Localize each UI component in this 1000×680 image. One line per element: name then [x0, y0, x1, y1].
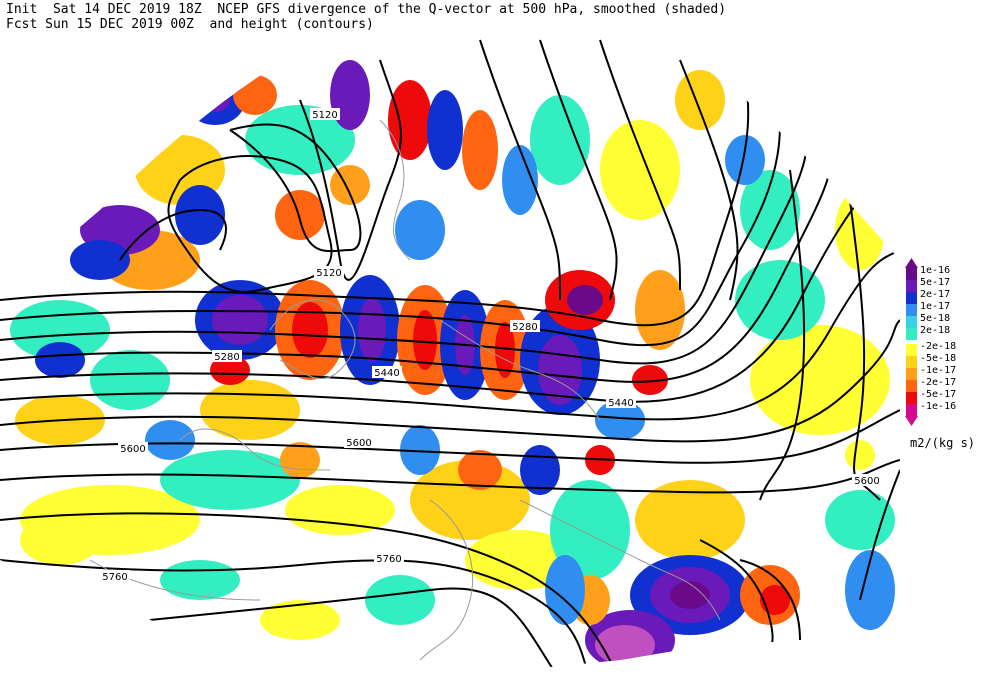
legend-units: m2/(kg s)	[910, 436, 976, 450]
svg-text:5120: 5120	[312, 110, 337, 121]
legend-swatch	[906, 404, 917, 416]
contour-label-group: 5120 5120 5280 5280 5440 5440 5600 5600	[100, 108, 882, 583]
legend-label: 2e-18	[920, 325, 951, 336]
legend-swatch	[906, 380, 917, 392]
legend-swatch	[906, 292, 917, 304]
legend-swatch	[906, 280, 917, 292]
legend-label: -1e-17	[920, 365, 957, 376]
contour-label: 5280	[510, 320, 540, 333]
svg-text:5760: 5760	[102, 572, 127, 583]
contour-label: 5120	[310, 108, 340, 121]
color-legend: 1e-16 5e-17 2e-17 1e-17 5e-18 2e-18 -2e-…	[896, 258, 1000, 458]
map-header: Init Sat 14 DEC 2019 18Z NCEP GFS diverg…	[0, 0, 1000, 34]
legend-label: 5e-18	[920, 313, 951, 324]
svg-text:5280: 5280	[214, 352, 239, 363]
header-forecast-line: Fcst Sun 15 DEC 2019 00Z and height (con…	[6, 17, 374, 32]
contour-label: 5440	[606, 396, 636, 409]
svg-text:5280: 5280	[512, 322, 537, 333]
legend-label: 1e-17	[920, 301, 951, 312]
legend-label: 1e-16	[920, 265, 951, 276]
legend-swatch	[906, 268, 917, 280]
svg-text:5440: 5440	[374, 368, 399, 379]
legend-swatch	[906, 344, 917, 356]
legend-label: -5e-18	[920, 353, 957, 364]
svg-text:5600: 5600	[120, 444, 145, 455]
legend-arrow-up-icon	[905, 258, 918, 268]
contour-label: 5600	[344, 436, 374, 449]
legend-arrow-down-icon	[905, 416, 918, 426]
svg-text:5440: 5440	[608, 398, 633, 409]
legend-swatch	[906, 392, 917, 404]
shaded-divergence-field	[10, 60, 895, 670]
svg-text:5760: 5760	[376, 554, 401, 565]
contour-label: 5440	[372, 366, 402, 379]
legend-swatch	[906, 368, 917, 380]
legend-label: -2e-17	[920, 377, 957, 388]
contour-label: 5120	[314, 266, 344, 279]
legend-swatch	[906, 328, 917, 340]
contour-label: 5600	[118, 442, 148, 455]
legend-label: -5e-17	[920, 389, 957, 400]
contour-label: 5280	[212, 350, 242, 363]
legend-swatch	[906, 316, 917, 328]
legend-label: 2e-17	[920, 289, 951, 300]
legend-label: 5e-17	[920, 277, 951, 288]
legend-swatch	[906, 356, 917, 368]
coastlines	[89, 119, 721, 661]
header-init-line: Init Sat 14 DEC 2019 18Z NCEP GFS diverg…	[6, 2, 727, 17]
legend-swatch	[906, 304, 917, 316]
svg-text:5600: 5600	[854, 476, 879, 487]
contour-label: 5760	[374, 552, 404, 565]
contour-label: 5600	[852, 474, 882, 487]
legend-label: -1e-16	[920, 401, 957, 412]
contour-label: 5760	[100, 570, 130, 583]
svg-text:5120: 5120	[316, 268, 341, 279]
legend-label: -2e-18	[920, 341, 957, 352]
svg-text:5600: 5600	[346, 438, 371, 449]
